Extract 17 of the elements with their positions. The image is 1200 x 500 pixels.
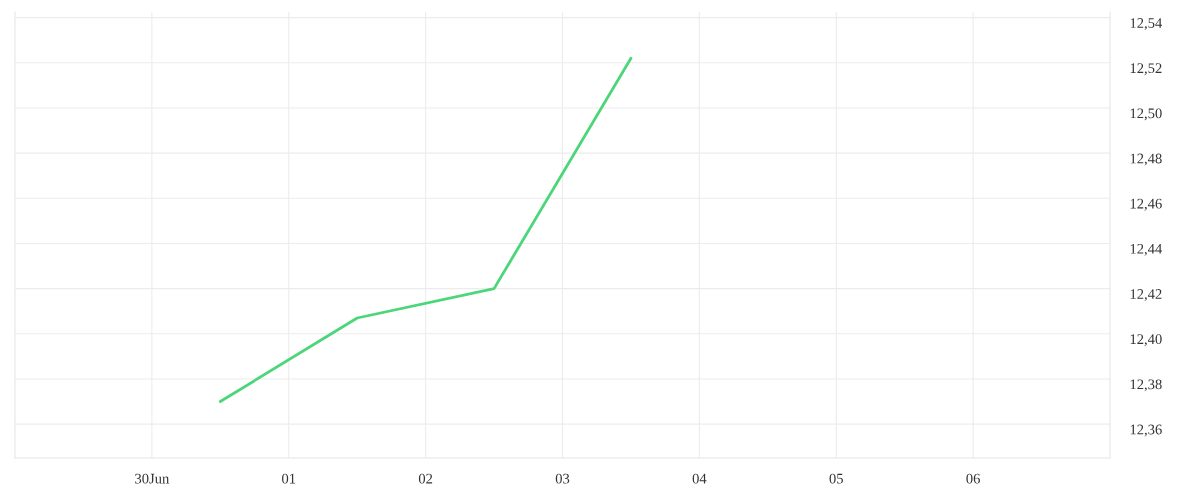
y-tick-label: 12,48 [1130, 153, 1162, 166]
y-tick-label: 12,36 [1130, 424, 1162, 437]
y-tick-label: 12,54 [1130, 18, 1163, 31]
y-tick-label: 12,46 [1130, 198, 1162, 211]
x-tick-label: 01 [282, 473, 296, 484]
x-tick-label: 02 [418, 473, 433, 484]
x-tick-label: 05 [829, 473, 843, 484]
y-tick-label: 12,44 [1130, 243, 1163, 256]
y-tick-label: 12,40 [1130, 334, 1162, 347]
x-tick-label: 03 [555, 473, 570, 484]
x-tick-label: 06 [966, 473, 980, 484]
y-tick-label: 12,52 [1130, 63, 1162, 76]
y-tick-label: 12,50 [1130, 108, 1162, 121]
y-tick-label: 12,38 [1130, 379, 1162, 392]
y-tick-label: 12,42 [1130, 289, 1162, 301]
x-tick-label: 04 [692, 473, 707, 484]
x-tick-label: 30Jun [135, 473, 170, 484]
